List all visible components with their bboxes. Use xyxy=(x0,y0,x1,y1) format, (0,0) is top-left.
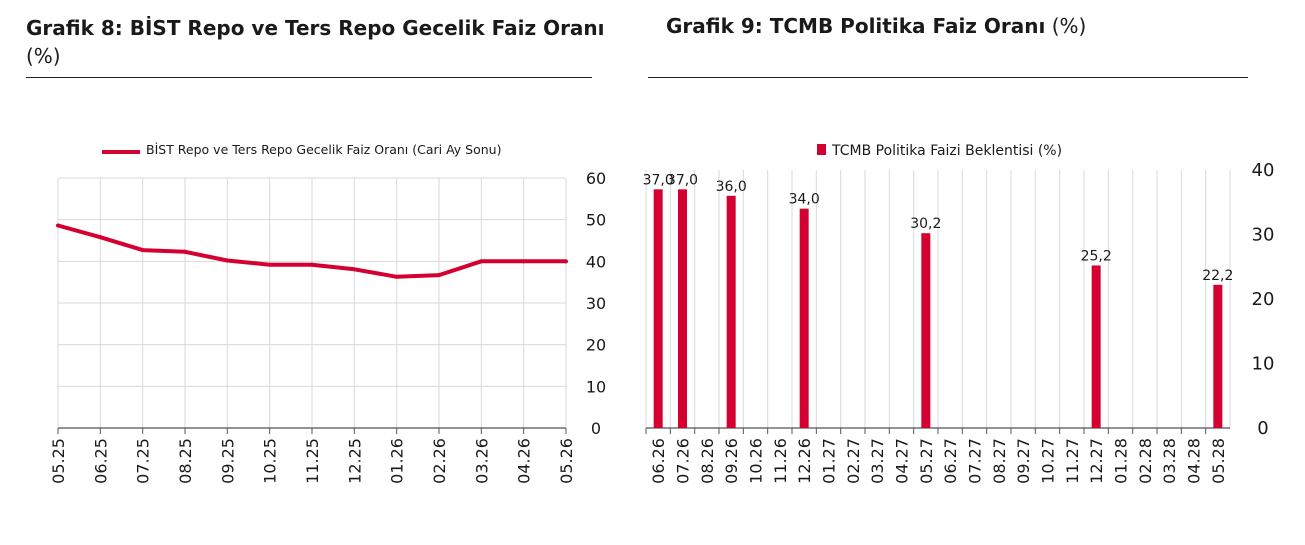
chart-8-x-tick-label: 05.26 xyxy=(557,438,576,484)
chart-9-bar xyxy=(678,189,687,428)
chart-9-x-tick-label: 04.28 xyxy=(1185,438,1204,484)
chart-8-x-tick-label: 12.25 xyxy=(345,438,364,484)
chart-9-title-rule xyxy=(648,77,1248,78)
chart-9-x-tick-label: 05.27 xyxy=(917,438,936,484)
chart-8-y-tick-label: 30 xyxy=(586,294,606,313)
chart-8-y-tick-label: 0 xyxy=(591,419,601,438)
chart-8-y-tick-label: 50 xyxy=(586,211,606,230)
chart-8-data-point xyxy=(564,259,568,264)
chart-9-bar xyxy=(921,233,931,428)
chart-9-y-tick-label: 10 xyxy=(1252,354,1275,375)
chart-9-bar xyxy=(726,195,736,428)
chart-8-data-point xyxy=(479,259,484,264)
chart-8-x-tick-label: 09.25 xyxy=(218,438,237,484)
chart-9-x-tick-label: 04.27 xyxy=(893,438,912,484)
chart-8-data-point xyxy=(521,259,526,264)
chart-9-x-tick-label: 05.28 xyxy=(1209,438,1228,484)
chart-9-x-tick-label: 11.26 xyxy=(771,438,790,484)
chart-9-x-tick-label: 09.27 xyxy=(1014,438,1033,484)
chart-9-x-tick-label: 10.26 xyxy=(747,438,766,484)
chart-9-x-tick-label: 09.26 xyxy=(722,438,741,484)
chart-9-title: Grafik 9: TCMB Politika Faiz Oranı (%) xyxy=(666,12,1266,40)
chart-9-data-label: 37,0 xyxy=(643,172,674,188)
chart-9-x-tick-label: 11.27 xyxy=(1063,438,1082,484)
chart-8-title: Grafik 8: BİST Repo ve Ters Repo Gecelik… xyxy=(26,14,606,70)
chart-9-data-label: 30,2 xyxy=(910,216,941,232)
chart-8-y-tick-label: 60 xyxy=(586,169,606,188)
chart-8-data-point xyxy=(310,262,314,267)
chart-9-x-tick-label: 02.27 xyxy=(844,438,863,484)
chart-8-title-rule xyxy=(26,77,592,78)
chart-9-x-tick-label: 08.27 xyxy=(990,438,1009,484)
chart-9-x-tick-label: 08.26 xyxy=(698,438,717,484)
chart-8-data-point xyxy=(140,248,145,253)
chart-9-x-tick-label: 06.27 xyxy=(941,438,960,484)
chart-9-bar xyxy=(1213,284,1223,428)
chart-9-legend-swatch xyxy=(817,144,826,155)
chart-8-x-tick-label: 06.25 xyxy=(91,438,110,484)
chart-9-bar xyxy=(1091,265,1101,428)
chart-9-x-tick-label: 01.28 xyxy=(1112,438,1131,484)
chart-8-x-tick-label: 05.25 xyxy=(49,438,68,484)
chart-8-data-point xyxy=(183,249,187,254)
chart-9-y-tick-label: 20 xyxy=(1252,289,1275,310)
chart-8-x-tick-label: 07.25 xyxy=(134,438,153,484)
chart-8-data-point xyxy=(352,267,357,272)
chart-9-x-tick-label: 07.27 xyxy=(966,438,985,484)
chart-8-x-tick-label: 03.26 xyxy=(472,438,491,484)
chart-9-title-text: Grafik 9: TCMB Politika Faiz Oranı xyxy=(666,14,1046,38)
chart-9-x-tick-label: 01.27 xyxy=(820,438,839,484)
chart-8-x-tick-label: 11.25 xyxy=(303,438,322,484)
chart-8-title-text: Grafik 8: BİST Repo ve Ters Repo Gecelik… xyxy=(26,16,605,40)
chart-9-y-tick-label: 30 xyxy=(1252,225,1275,246)
chart-9-data-label: 22,2 xyxy=(1202,268,1233,284)
chart-9-x-tick-label: 03.28 xyxy=(1160,438,1179,484)
chart-9-x-tick-label: 07.26 xyxy=(674,438,693,484)
chart-9-x-tick-label: 12.27 xyxy=(1087,438,1106,484)
chart-8-x-tick-label: 08.25 xyxy=(176,438,195,484)
chart-9-data-label: 37,0 xyxy=(667,172,698,188)
chart-8-x-tick-label: 10.25 xyxy=(261,438,280,484)
chart-8-legend-label: BİST Repo ve Ters Repo Gecelik Faiz Oran… xyxy=(146,142,501,157)
chart-9-y-tick-label: 40 xyxy=(1252,160,1275,181)
chart-8-y-tick-label: 10 xyxy=(586,377,606,396)
chart-8-x-tick-label: 04.26 xyxy=(515,438,534,484)
chart-9-x-tick-label: 06.26 xyxy=(649,438,668,484)
chart-9-bar xyxy=(653,189,663,428)
chart-9-y-tick-label: 0 xyxy=(1257,418,1268,439)
chart-8-data-point xyxy=(225,258,230,263)
chart-8-y-tick-label: 40 xyxy=(586,252,606,271)
chart-9-data-label: 36,0 xyxy=(716,179,747,195)
chart-8-data-point xyxy=(56,223,60,228)
chart-9-x-tick-label: 10.27 xyxy=(1039,438,1058,484)
chart-8-y-tick-label: 20 xyxy=(586,336,606,355)
chart-8-data-point xyxy=(437,273,441,278)
chart-9-data-label: 25,2 xyxy=(1081,248,1112,264)
chart-8-x-tick-label: 02.26 xyxy=(430,438,449,484)
chart-9-x-tick-label: 03.27 xyxy=(868,438,887,484)
chart-8-data-point xyxy=(98,235,103,240)
chart-8-title-unit: (%) xyxy=(26,44,61,68)
chart-9-data-label: 34,0 xyxy=(789,192,820,208)
chart-9-x-tick-label: 12.26 xyxy=(795,438,814,484)
chart-8-data-point xyxy=(267,262,272,267)
chart-8-x-tick-label: 01.26 xyxy=(388,438,407,484)
chart-9-legend-label: TCMB Politika Faizi Beklentisi (%) xyxy=(831,143,1062,159)
chart-9-bar xyxy=(799,208,809,428)
chart-8-data-point xyxy=(394,274,399,279)
chart-9-title-unit: (%) xyxy=(1051,14,1087,38)
chart-9-x-tick-label: 02.28 xyxy=(1136,438,1155,484)
